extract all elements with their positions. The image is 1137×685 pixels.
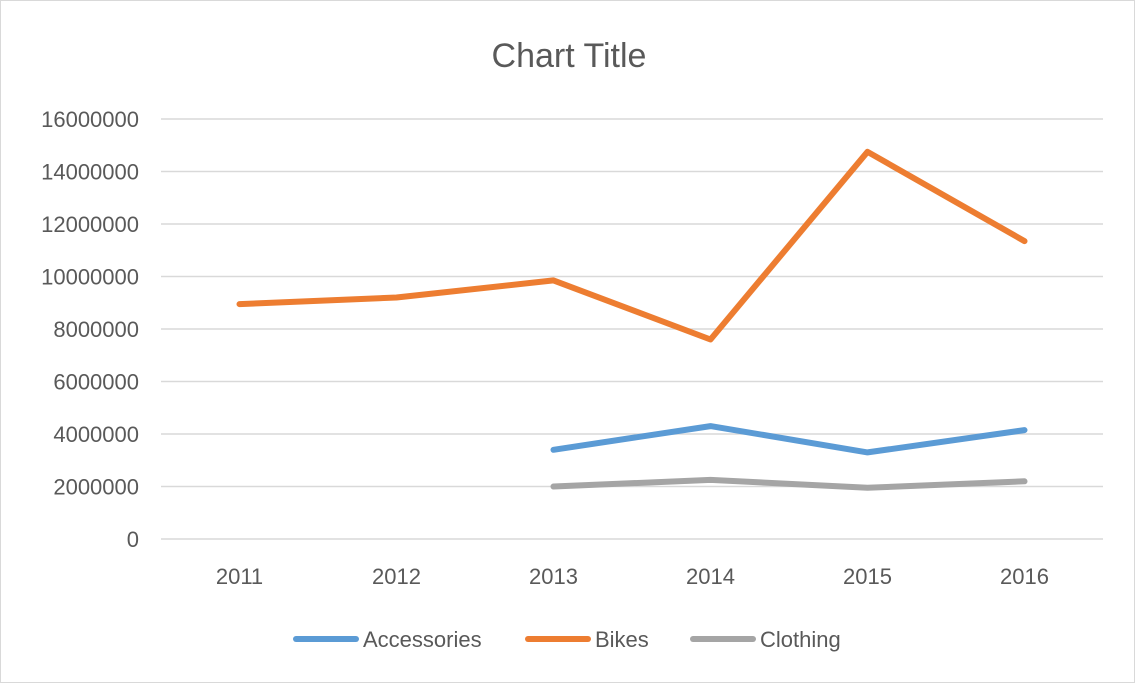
x-tick-label: 2014	[686, 564, 735, 589]
y-tick-label: 8000000	[53, 317, 139, 342]
x-tick-label: 2016	[1000, 564, 1049, 589]
legend-label: Accessories	[363, 627, 482, 652]
y-tick-label: 6000000	[53, 370, 139, 395]
y-tick-label: 14000000	[41, 160, 139, 185]
x-tick-label: 2013	[529, 564, 578, 589]
x-tick-label: 2012	[372, 564, 421, 589]
y-tick-label: 10000000	[41, 265, 139, 290]
legend-item-accessories: Accessories	[293, 627, 482, 652]
series-lines	[236, 148, 1028, 491]
legend: Accessories Bikes Clothing	[293, 627, 841, 652]
x-axis-ticks: 2011 2012 2013 2014 2015 2016	[216, 564, 1049, 589]
series-line-clothing	[550, 476, 1028, 491]
x-tick-label: 2011	[216, 564, 263, 589]
legend-label: Clothing	[760, 627, 841, 652]
gridlines	[161, 118, 1103, 540]
series-line-bikes	[236, 148, 1028, 343]
legend-item-clothing: Clothing	[690, 627, 841, 652]
y-tick-label: 2000000	[53, 475, 139, 500]
legend-item-bikes: Bikes	[525, 627, 649, 652]
y-tick-label: 0	[127, 527, 139, 552]
y-tick-label: 16000000	[41, 107, 139, 132]
x-tick-label: 2015	[843, 564, 892, 589]
series-line-accessories	[550, 423, 1028, 456]
chart-title: Chart Title	[492, 37, 647, 75]
y-tick-label: 4000000	[53, 422, 139, 447]
y-axis-ticks: 0 2000000 4000000 6000000 8000000 10000000 120…	[41, 107, 139, 552]
legend-label: Bikes	[595, 627, 649, 652]
y-tick-label: 12000000	[41, 212, 139, 237]
